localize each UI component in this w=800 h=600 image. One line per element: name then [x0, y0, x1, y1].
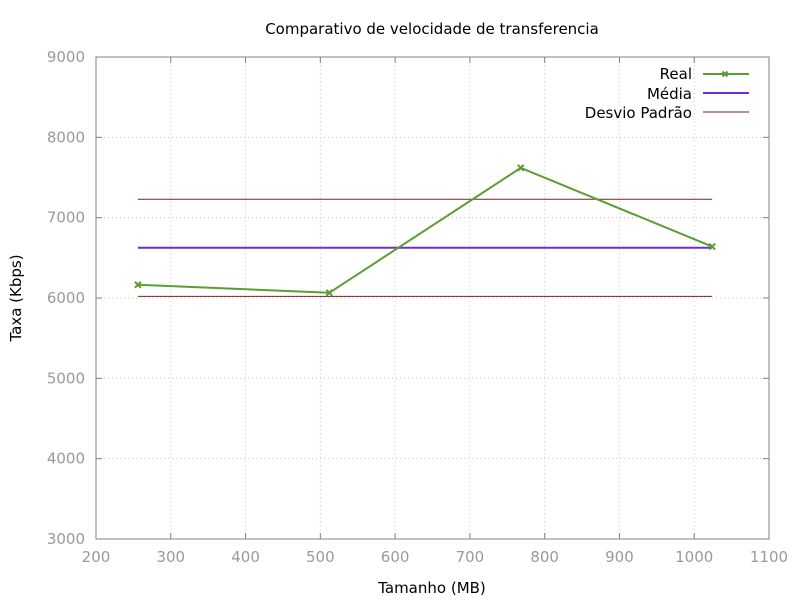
- legend-label-desvio: Desvio Padrão: [585, 104, 692, 122]
- real-data-point: [517, 164, 525, 172]
- x-tick-label: 800: [530, 548, 559, 566]
- y-tick-label: 5000: [47, 369, 85, 387]
- x-tick-label: 500: [306, 548, 335, 566]
- y-tick-label: 4000: [47, 450, 85, 468]
- real-data-point: [325, 289, 334, 297]
- legend-marker-real: [721, 70, 729, 78]
- y-tick-label: 3000: [47, 530, 85, 548]
- x-axis-label: Tamanho (MB): [377, 579, 486, 597]
- chart-title: Comparativo de velocidade de transferenc…: [265, 20, 599, 38]
- y-tick-label: 6000: [47, 289, 85, 307]
- real-series-line: [137, 166, 713, 294]
- legend: Real Média Desvio Padrão: [585, 65, 749, 122]
- legend-label-media: Média: [647, 85, 692, 103]
- x-tick-label: 300: [156, 548, 185, 566]
- x-tick-label: 200: [82, 548, 111, 566]
- x-tick-label: 600: [381, 548, 410, 566]
- x-tick-label: 900: [605, 548, 634, 566]
- x-tick-label: 1000: [675, 548, 713, 566]
- legend-label-real: Real: [660, 65, 692, 83]
- y-tick-label: 8000: [47, 128, 85, 146]
- real-data-point: [134, 281, 142, 289]
- y-axis-label: Taxa (Kbps): [7, 254, 25, 342]
- x-tick-label: 1100: [750, 548, 788, 566]
- real-data-point: [708, 242, 716, 251]
- x-tick-label: 700: [456, 548, 485, 566]
- series: [134, 164, 716, 297]
- x-tick-label: 400: [231, 548, 260, 566]
- axis-ticks: 200 300 400 500 600 700 800 900 1000 1100 3000 4000…: [47, 48, 788, 566]
- y-tick-label: 9000: [47, 48, 85, 66]
- y-tick-label: 7000: [47, 209, 85, 227]
- grid: [96, 57, 769, 539]
